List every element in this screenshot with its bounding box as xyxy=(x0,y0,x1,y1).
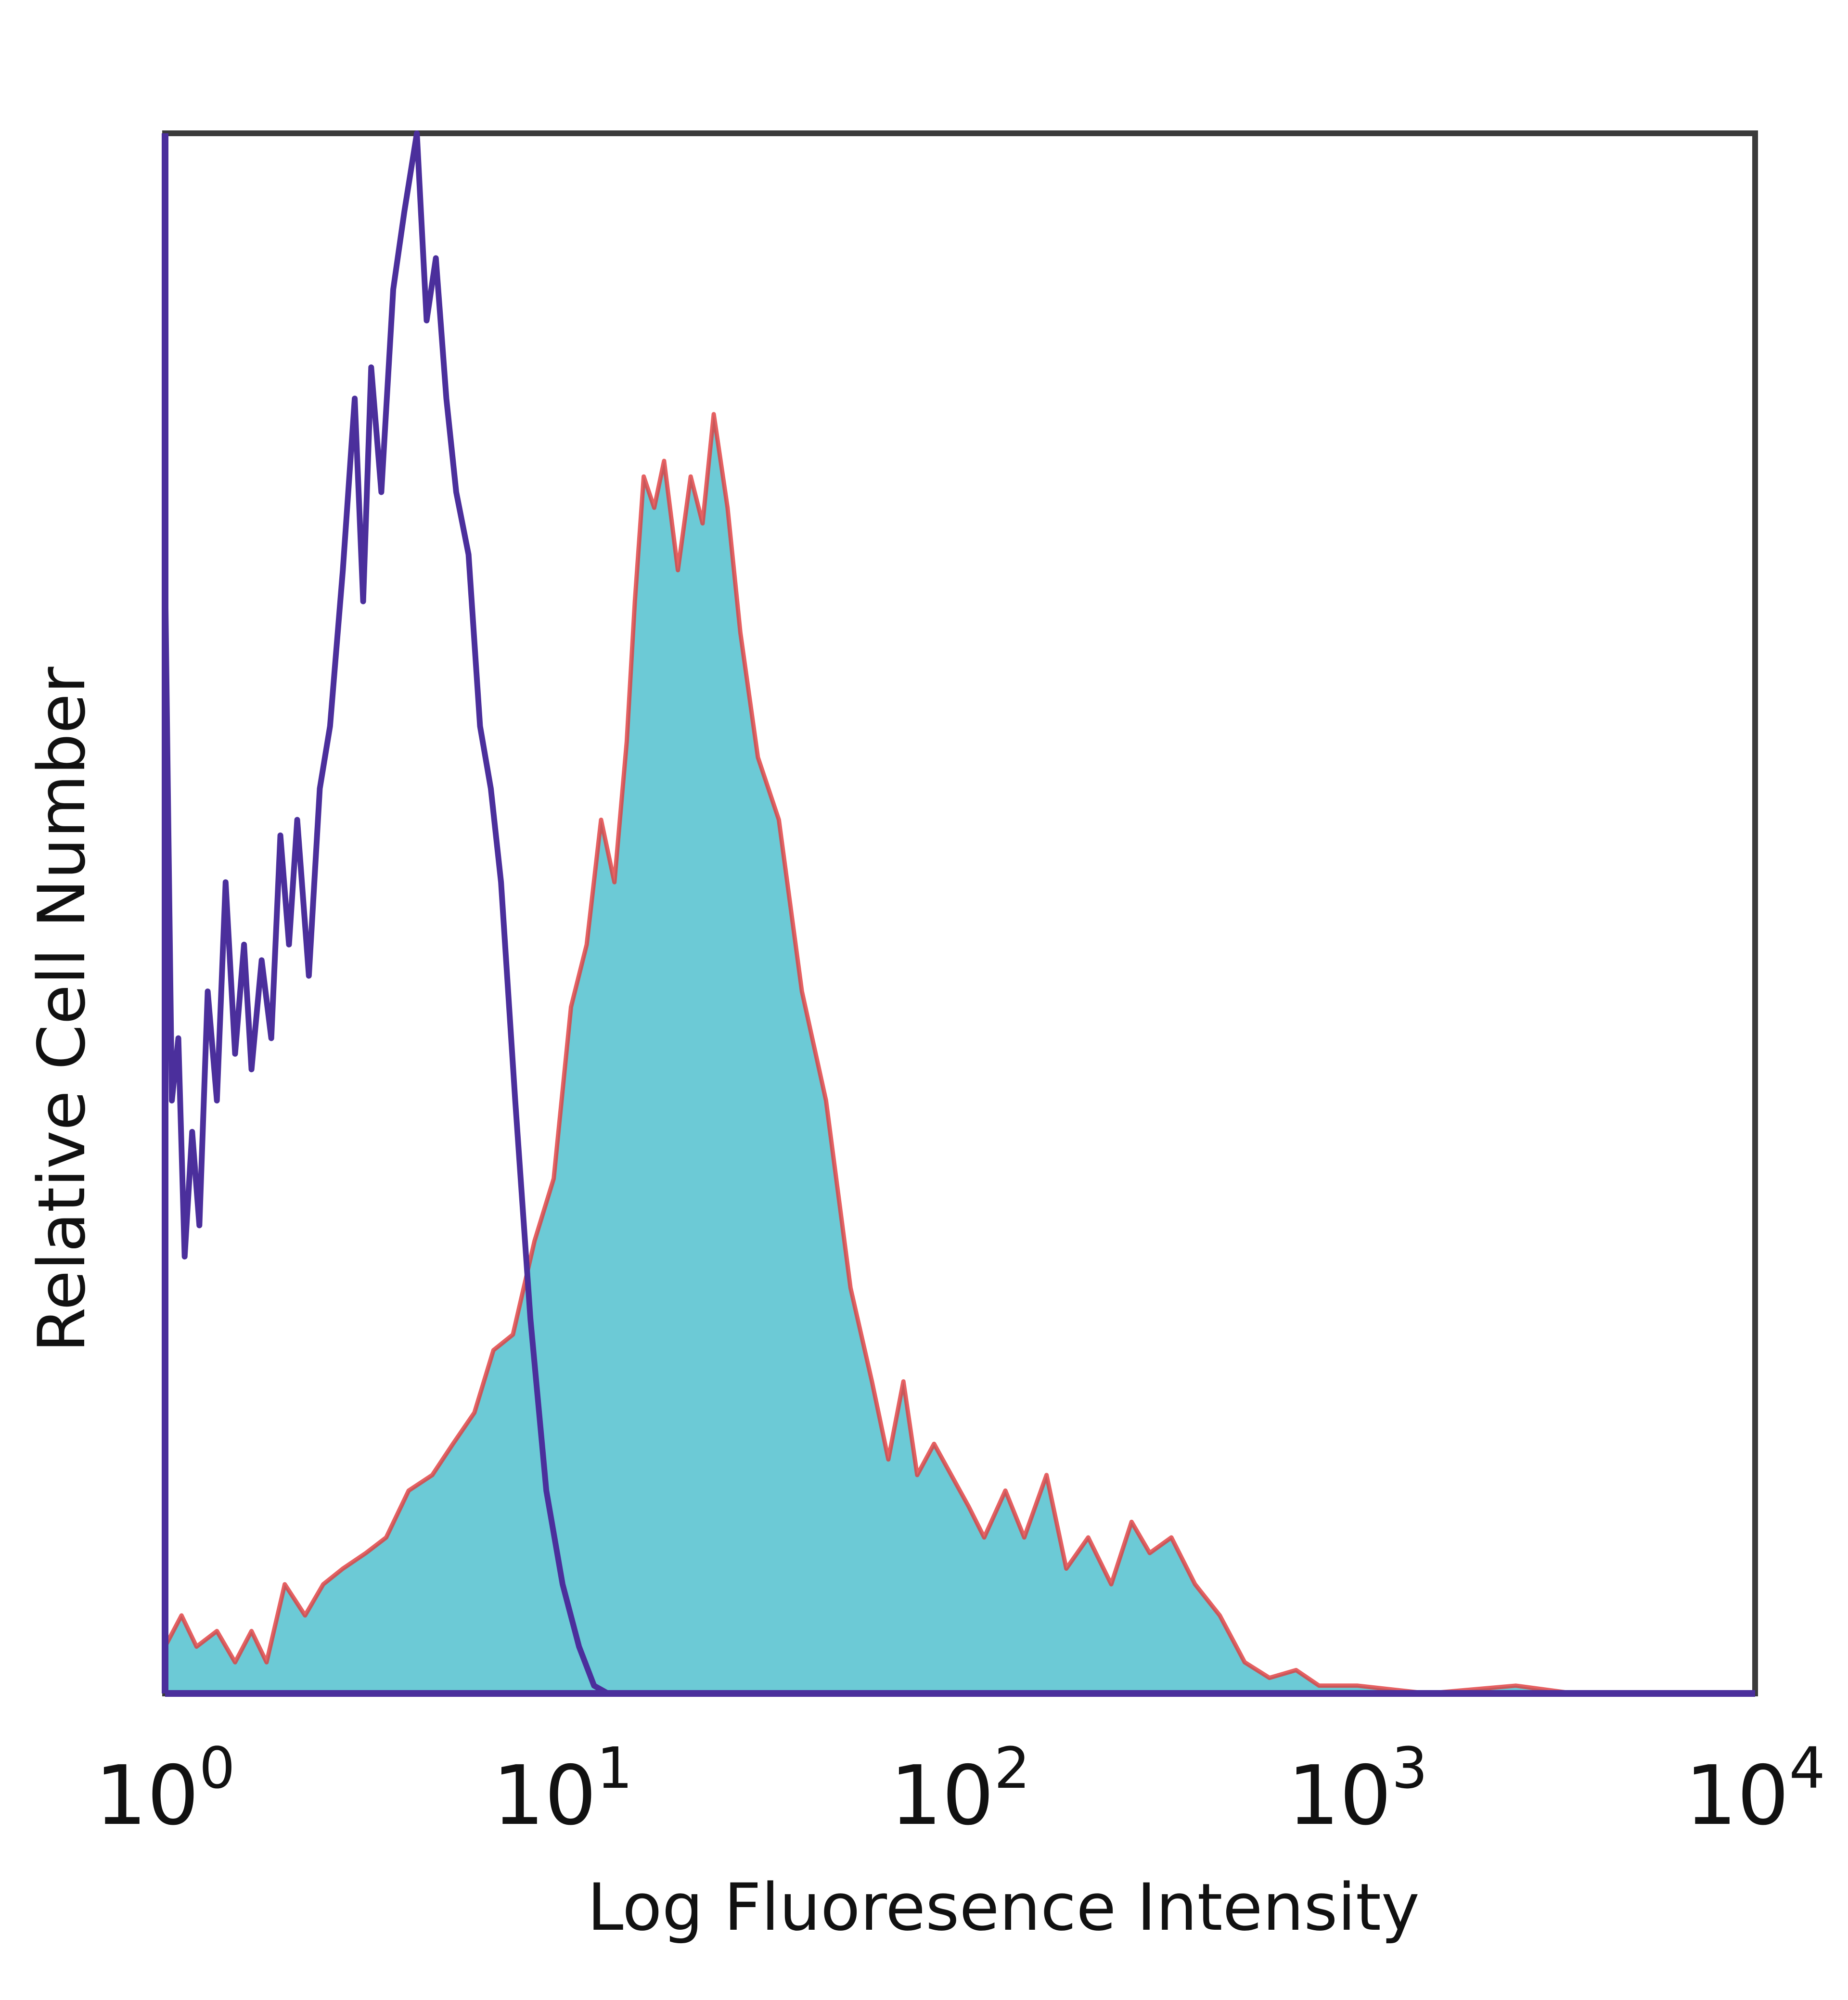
x-tick-label: 104 xyxy=(1685,1735,1825,1844)
x-tick-label: 103 xyxy=(1287,1735,1427,1844)
x-axis-title: Log Fluoresence Intensity xyxy=(587,1870,1420,1945)
y-axis-title: Relative Cell Number xyxy=(24,667,100,1352)
stained-histogram-fill xyxy=(165,414,1755,1693)
control-histogram-line xyxy=(162,130,610,1696)
stained-histogram-outline xyxy=(163,412,1755,1696)
x-tick-label: 100 xyxy=(95,1735,235,1844)
plot-frame xyxy=(162,130,1758,1696)
x-tick-label: 101 xyxy=(492,1735,632,1844)
x-tick-label: 102 xyxy=(890,1735,1030,1844)
x-tick-labels: 100 101 102 103 104 xyxy=(95,1735,1825,1844)
